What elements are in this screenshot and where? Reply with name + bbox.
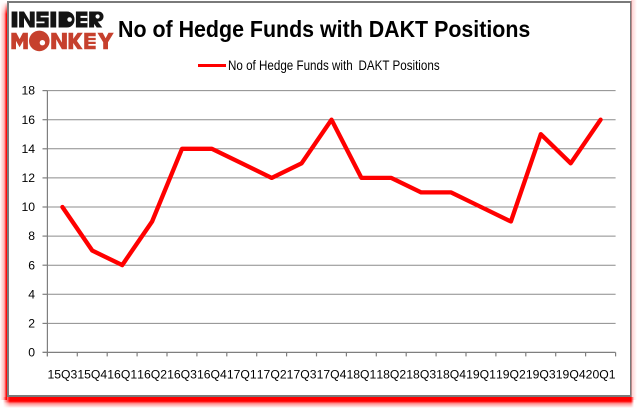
svg-text:17Q4: 17Q4	[317, 368, 347, 382]
svg-text:0: 0	[28, 346, 35, 360]
svg-text:10: 10	[21, 200, 35, 214]
svg-text:16: 16	[21, 113, 35, 127]
svg-text:19Q3: 19Q3	[526, 368, 556, 382]
svg-text:18Q3: 18Q3	[406, 368, 436, 382]
svg-text:16Q1: 16Q1	[107, 368, 137, 382]
svg-text:6: 6	[28, 258, 35, 272]
svg-text:17Q2: 17Q2	[257, 368, 287, 382]
svg-text:8: 8	[28, 229, 35, 243]
svg-text:17Q3: 17Q3	[287, 368, 317, 382]
svg-text:17Q1: 17Q1	[227, 368, 257, 382]
svg-text:2: 2	[28, 317, 35, 331]
svg-text:18Q4: 18Q4	[436, 368, 466, 382]
svg-text:12: 12	[21, 171, 35, 185]
svg-text:4: 4	[28, 287, 35, 301]
svg-text:14: 14	[21, 142, 35, 156]
svg-text:16Q4: 16Q4	[197, 368, 227, 382]
svg-text:19Q1: 19Q1	[466, 368, 496, 382]
svg-text:16Q3: 16Q3	[167, 368, 197, 382]
svg-text:18Q2: 18Q2	[376, 368, 406, 382]
svg-text:15Q3: 15Q3	[47, 368, 77, 382]
svg-text:19Q4: 19Q4	[556, 368, 586, 382]
svg-text:18Q1: 18Q1	[346, 368, 376, 382]
svg-text:16Q2: 16Q2	[137, 368, 167, 382]
svg-text:15Q4: 15Q4	[77, 368, 107, 382]
svg-text:19Q2: 19Q2	[496, 368, 526, 382]
svg-text:20Q1: 20Q1	[586, 368, 616, 382]
svg-text:18: 18	[21, 84, 35, 98]
